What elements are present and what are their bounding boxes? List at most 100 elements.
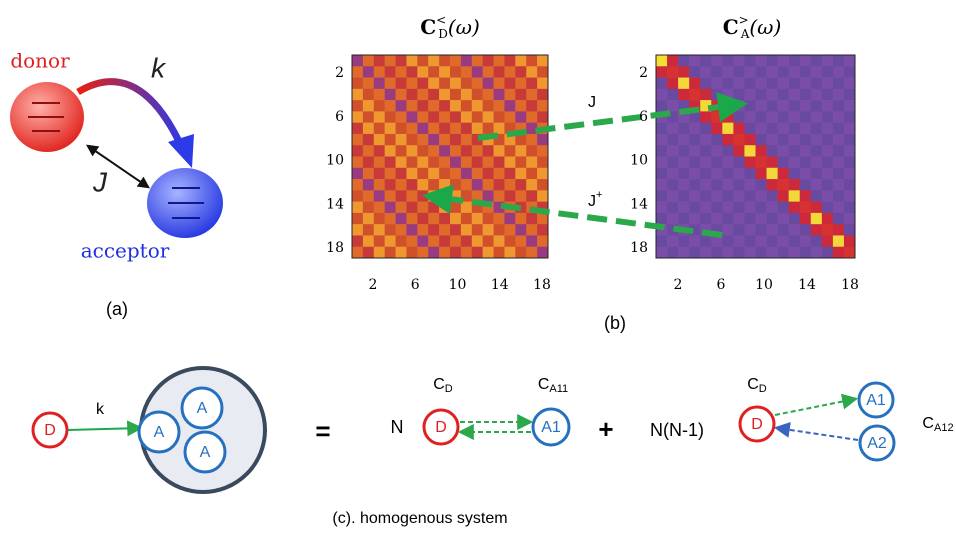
- heat-cell: [439, 202, 450, 214]
- heat-cell: [733, 145, 744, 157]
- heat-cell: [406, 224, 417, 236]
- heat-cell: [385, 100, 396, 112]
- heat-cell: [767, 224, 778, 236]
- heat-cell: [767, 202, 778, 214]
- heat-cell: [363, 66, 374, 78]
- heat-cell: [374, 202, 385, 214]
- heat-cell: [428, 247, 439, 259]
- heat-cell: [711, 134, 722, 146]
- heat-cell: [778, 55, 789, 67]
- heat-cell: [537, 247, 548, 259]
- heat-cell: [844, 213, 855, 225]
- heat-cell: [822, 179, 833, 191]
- heat-cell: [778, 123, 789, 135]
- heat-cell: [711, 168, 722, 180]
- heat-cell: [537, 78, 548, 90]
- heat-cell: [722, 66, 733, 78]
- heat-cell: [385, 123, 396, 135]
- heat-cell: [711, 213, 722, 225]
- heat-cell: [537, 235, 548, 247]
- heat-cell: [472, 224, 483, 236]
- heat-cell: [515, 235, 526, 247]
- heat-cell: [363, 55, 374, 67]
- heat-cell: [374, 168, 385, 180]
- heat-cell: [700, 190, 711, 202]
- heat-cell: [537, 168, 548, 180]
- t: D: [759, 383, 767, 395]
- heat-cell: [711, 179, 722, 191]
- heat-cell: [778, 66, 789, 78]
- t: +: [596, 189, 602, 201]
- heat-cell: [385, 190, 396, 202]
- heat-cell: [822, 168, 833, 180]
- heat-cell: [822, 247, 833, 259]
- heat-cell: [428, 202, 439, 214]
- heat-cell: [656, 66, 667, 78]
- heat-cell: [733, 134, 744, 146]
- heat-cell: [417, 78, 428, 90]
- heat-cell: [667, 134, 678, 146]
- transfer-arc: [78, 82, 183, 150]
- heat-cell: [689, 55, 700, 67]
- heat-cell: [374, 224, 385, 236]
- heat-cell: [744, 179, 755, 191]
- heat-cell: [822, 66, 833, 78]
- heat-cell: [352, 78, 363, 90]
- heat-cell: [472, 247, 483, 259]
- heat-cell: [700, 134, 711, 146]
- heat-cell: [428, 89, 439, 101]
- t: A12: [934, 422, 954, 434]
- heat-cell: [667, 247, 678, 259]
- heat-cell: [504, 235, 515, 247]
- heat-cell: [483, 235, 494, 247]
- heat-cell: [461, 235, 472, 247]
- figure: donor k J acceptor (a) C<D(ω) C>A(ω) J J…: [0, 0, 956, 532]
- heat-cell: [756, 213, 767, 225]
- heat-cell: [385, 235, 396, 247]
- heat-cell: [711, 89, 722, 101]
- heat-cell: [515, 213, 526, 225]
- heat-cell: [385, 247, 396, 259]
- heat-cell: [374, 111, 385, 123]
- heat-cell: [767, 134, 778, 146]
- t: A: [740, 27, 750, 41]
- heat-cell: [385, 55, 396, 67]
- x-tick-label: 2: [674, 277, 683, 293]
- heat-cell: [406, 179, 417, 191]
- heat-cell: [406, 111, 417, 123]
- heat-cell: [526, 235, 537, 247]
- heatmap-donor: [352, 55, 548, 258]
- heat-cell: [385, 224, 396, 236]
- heat-cell: [733, 89, 744, 101]
- heat-cell: [711, 202, 722, 214]
- heat-cell: [526, 179, 537, 191]
- heat-cell: [504, 78, 515, 90]
- heat-cell: [844, 247, 855, 259]
- heat-cell: [461, 247, 472, 259]
- heat-cell: [800, 179, 811, 191]
- heat-cell: [800, 213, 811, 225]
- heat-cell: [504, 190, 515, 202]
- heat-cell: [689, 157, 700, 169]
- heat-cell: [722, 157, 733, 169]
- j-plus-label: J+: [588, 189, 602, 210]
- heat-cell: [844, 100, 855, 112]
- heat-cell: [374, 55, 385, 67]
- heat-cell: [800, 224, 811, 236]
- heat-cell: [744, 168, 755, 180]
- heat-cell: [461, 66, 472, 78]
- heat-cell: [406, 100, 417, 112]
- heat-cell: [417, 202, 428, 214]
- heat-cell: [700, 202, 711, 214]
- heat-cell: [811, 179, 822, 191]
- heat-cell: [461, 89, 472, 101]
- heat-cell: [811, 66, 822, 78]
- heat-cell: [689, 179, 700, 191]
- heat-cell: [778, 134, 789, 146]
- heat-cell: [352, 190, 363, 202]
- heat-cell: [406, 190, 417, 202]
- heat-cell: [526, 66, 537, 78]
- heat-cell: [428, 66, 439, 78]
- heat-cell: [822, 89, 833, 101]
- heat-cell: [789, 157, 800, 169]
